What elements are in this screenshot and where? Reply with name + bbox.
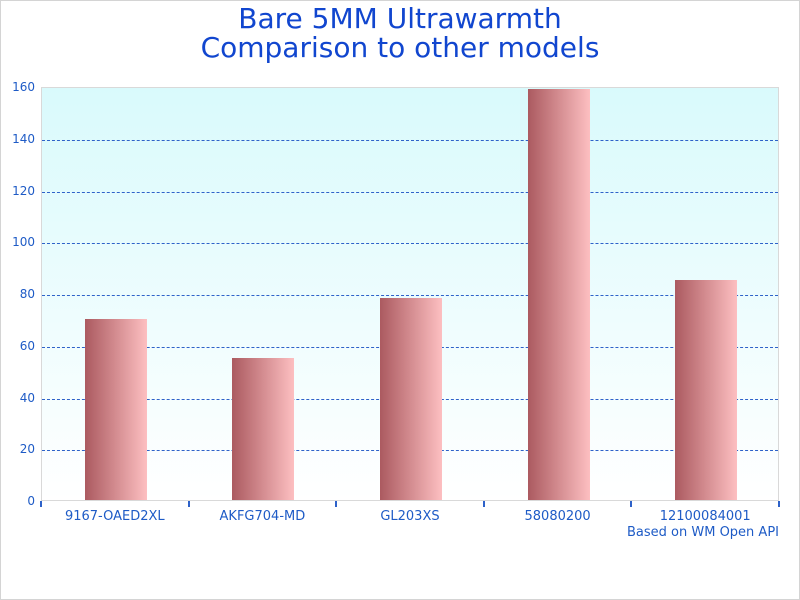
x-axis-tick xyxy=(335,501,338,507)
x-axis-tick xyxy=(778,501,780,507)
x-axis-tick xyxy=(187,501,190,507)
bar-12100084001 xyxy=(675,280,738,500)
chart-title-line2: Comparison to other models xyxy=(200,31,600,64)
bar-AKFG704-MD xyxy=(232,357,295,500)
gridline-140 xyxy=(42,139,778,141)
y-tick-label: 60 xyxy=(19,338,35,353)
x-category-label: AKFG704-MD xyxy=(219,509,306,524)
gridline-120 xyxy=(42,191,778,193)
y-tick-label: 120 xyxy=(12,183,35,198)
x-category-label: GL203XS xyxy=(380,509,440,524)
bar-GL203XS xyxy=(380,298,442,500)
y-tick-label: 160 xyxy=(12,80,35,94)
x-axis-tick xyxy=(630,501,633,507)
gridline-80 xyxy=(42,295,778,296)
y-tick-label: 80 xyxy=(19,287,35,301)
y-tick-label: 0 xyxy=(27,494,35,508)
x-category-label: 12100084001 xyxy=(659,509,751,524)
plot-area xyxy=(41,87,779,501)
y-tick-label: 100 xyxy=(12,235,35,250)
y-tick-label: 20 xyxy=(19,442,35,457)
x-axis-tick xyxy=(482,501,485,507)
chart-title: Bare 5MM Ultrawarmth Comparison to other… xyxy=(1,4,799,62)
bar-58080200 xyxy=(527,88,590,500)
x-axis-tick xyxy=(40,501,42,507)
chart-title-line1: Bare 5MM Ultrawarmth xyxy=(238,2,562,35)
x-category-label: 58080200 xyxy=(524,509,591,524)
attribution-text: Based on WM Open API xyxy=(627,525,779,540)
bar-9167-OAED2XL xyxy=(84,318,147,500)
y-tick-label: 40 xyxy=(19,390,35,405)
x-category-label: 9167-OAED2XL xyxy=(64,509,165,524)
y-tick-label: 140 xyxy=(12,131,35,146)
gridline-100 xyxy=(42,243,778,245)
